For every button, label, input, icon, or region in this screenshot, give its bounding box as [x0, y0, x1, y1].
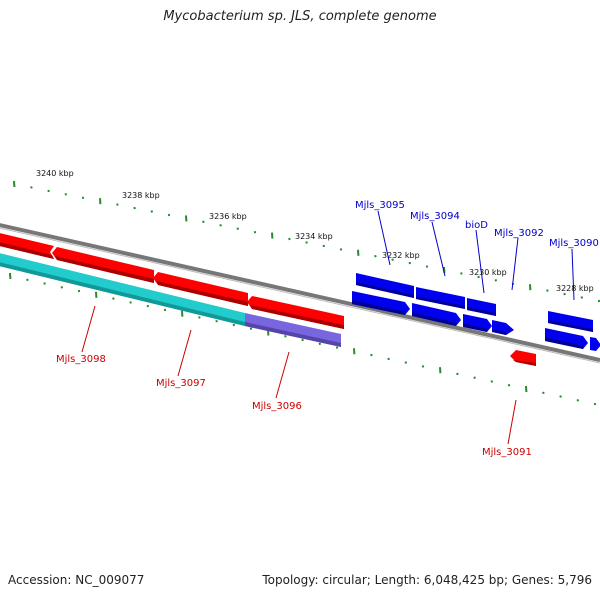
- gene-label-mjls-3098[interactable]: Mjls_3098: [56, 354, 106, 365]
- gene-biod-arrow[interactable]: [463, 314, 492, 332]
- gene-mjls-3092-arrow[interactable]: [492, 320, 514, 335]
- gene-label-mjls-3097[interactable]: Mjls_3097: [156, 378, 206, 389]
- gene-mjls-3098-arrow[interactable]: [0, 232, 54, 259]
- leader-mjls-3092: [511, 237, 519, 291]
- backbone-highlight: [0, 227, 600, 364]
- leader-mjls-3098: [81, 305, 96, 353]
- gene-label-mjls-3094[interactable]: Mjls_3094: [410, 211, 460, 222]
- gene-mjls-3094-block[interactable]: [416, 287, 465, 309]
- accession-text: Accession: NC_009077: [8, 573, 145, 587]
- gene-mjls-3094-arrow[interactable]: [412, 303, 461, 326]
- gene-mjls-3097-arrow[interactable]: [52, 247, 154, 283]
- gene-biod-block[interactable]: [467, 298, 496, 316]
- gene-label-mjls-3095[interactable]: Mjls_3095: [355, 200, 405, 211]
- leader-biod: [475, 229, 485, 294]
- gene-label-mjls-3091[interactable]: Mjls_3091: [482, 447, 532, 458]
- gene-label-biod[interactable]: bioD: [465, 220, 488, 231]
- map-title: Mycobacterium sp. JLS, complete genome: [163, 9, 437, 24]
- gene-mjls-3095-arrow[interactable]: [352, 291, 410, 315]
- leader-mjls-3097: [177, 329, 192, 377]
- gene-mjls-3095-block[interactable]: [356, 273, 414, 298]
- leader-mjls-3096: [275, 351, 290, 399]
- purple-feature-shade: [245, 322, 341, 347]
- kbp-label-3236: 3236 kbp: [209, 212, 247, 221]
- topology-info-text: Topology: circular; Length: 6,048,425 bp…: [262, 573, 592, 587]
- leader-mjls-3094: [431, 221, 446, 277]
- leader-mjls-3091: [507, 399, 517, 445]
- scale-ticks-upper: [13, 180, 600, 303]
- gene-mjls-3090-block[interactable]: [548, 311, 593, 332]
- gene-mjls-3091-arrow[interactable]: [510, 350, 536, 366]
- gene-mjls-3090-arrow[interactable]: [545, 328, 588, 349]
- backbone-line: [0, 223, 600, 362]
- kbp-label-3240: 3240 kbp: [36, 169, 74, 178]
- rna-feature-shade: [0, 262, 245, 326]
- gene-mjls-3096-arrow[interactable]: [153, 272, 248, 306]
- gene-blue-edge-arrow[interactable]: [590, 337, 600, 351]
- gene-red-4-arrow[interactable]: [247, 296, 344, 329]
- kbp-label-3238: 3238 kbp: [122, 191, 160, 200]
- leader-mjls-3090: [571, 248, 575, 301]
- scale-ticks-lower: [9, 272, 597, 406]
- gene-label-mjls-3090[interactable]: Mjls_3090: [549, 238, 599, 249]
- kbp-label-3234: 3234 kbp: [295, 232, 333, 241]
- gene-label-mjls-3092[interactable]: Mjls_3092: [494, 228, 544, 239]
- kbp-label-3228: 3228 kbp: [556, 284, 594, 293]
- kbp-label-3230: 3230 kbp: [469, 268, 507, 277]
- label-leader-lines: [81, 210, 575, 445]
- kbp-label-3232: 3232 kbp: [382, 251, 420, 260]
- gene-label-mjls-3096[interactable]: Mjls_3096: [252, 401, 302, 412]
- leader-mjls-3095: [377, 210, 391, 266]
